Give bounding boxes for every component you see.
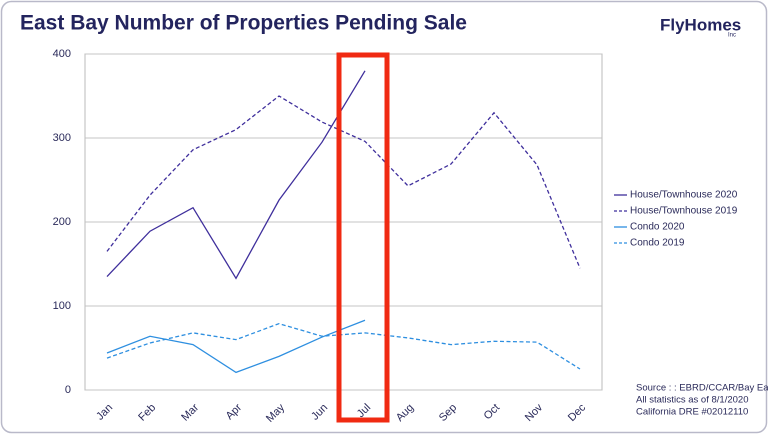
y-tick-label: 100 [53, 300, 71, 312]
line [106, 70, 366, 280]
source-line: California DRE #02012110 [636, 407, 748, 418]
y-tick-label: 200 [53, 216, 71, 228]
legend-label: Condo 2020 [630, 222, 685, 233]
logo-suffix: Inc [728, 33, 736, 39]
y-tick-label: 0 [65, 384, 71, 396]
source-line: Source : : EBRD/CCAR/Bay East [636, 383, 768, 394]
line [106, 95, 581, 269]
grid [85, 53, 602, 391]
y-tick-label: 300 [53, 132, 71, 144]
legend-label: House/Townhouse 2020 [630, 190, 738, 201]
legend-label: House/Townhouse 2019 [630, 206, 738, 217]
chart-title: East Bay Number of Properties Pending Sa… [20, 12, 467, 35]
highlight-box [336, 52, 390, 423]
marks [106, 70, 581, 374]
y-tick-label: 400 [53, 48, 71, 60]
source-line: All statistics as of 8/1/2020 [636, 395, 748, 406]
logo: FlyHomes [660, 15, 741, 34]
line [106, 319, 366, 374]
line [106, 322, 581, 370]
legend-label: Condo 2019 [630, 238, 685, 249]
